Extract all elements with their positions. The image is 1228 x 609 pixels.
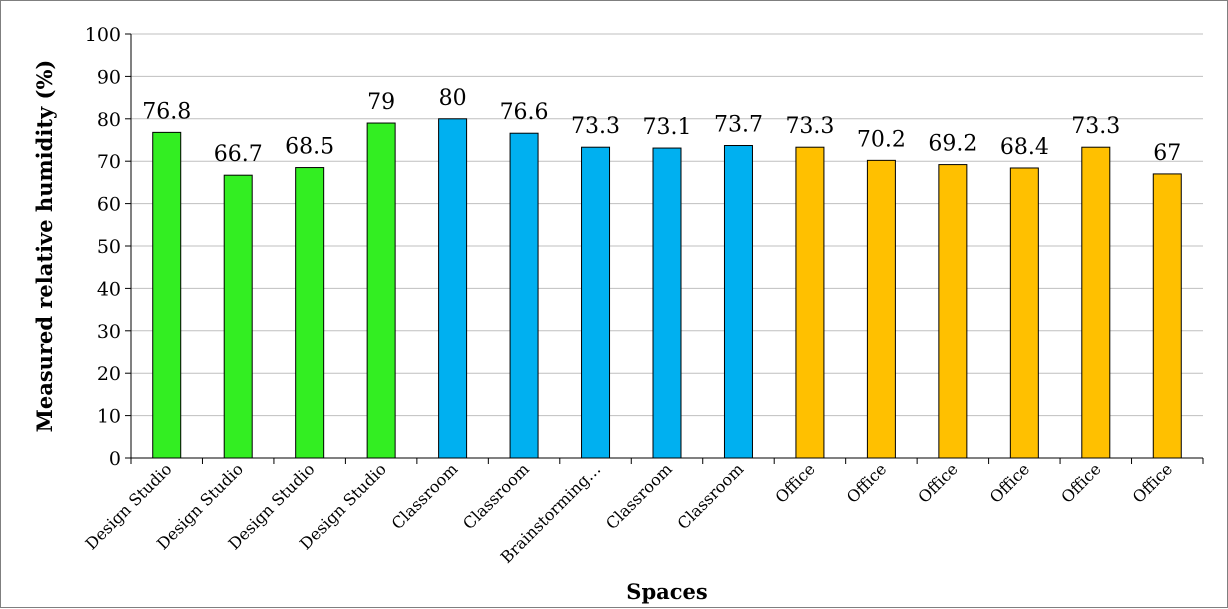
data-label: 73.7 [714, 113, 763, 138]
y-tick-label: 0 [109, 448, 121, 470]
data-label: 80 [439, 86, 467, 111]
bar [152, 131, 182, 459]
axes [125, 33, 1204, 464]
x-tick-label: Classroom [459, 459, 533, 533]
data-labels: 76.8 66.7 68.5 79 80 76.6 73.3 73.1 73.7 73.3 70.2… [142, 86, 1181, 167]
bar [866, 159, 896, 459]
data-label: 70.2 [857, 127, 906, 152]
x-tick-label: Office [771, 459, 818, 506]
data-label: 69.2 [928, 132, 977, 157]
bar [295, 167, 325, 459]
x-tick-label: Office [843, 459, 890, 506]
data-label: 79 [367, 90, 395, 115]
bar [223, 174, 253, 459]
x-tick-label: Office [1129, 459, 1176, 506]
bars [152, 118, 1182, 459]
y-tick-label: 60 [97, 194, 121, 216]
data-label: 76.6 [500, 100, 549, 125]
bar [723, 145, 753, 459]
y-tick-label: 20 [97, 363, 121, 385]
bar [1009, 167, 1039, 459]
data-label: 73.1 [643, 115, 692, 140]
data-label: 76.8 [142, 99, 191, 124]
y-tick-label: 30 [97, 321, 121, 343]
bar [1152, 173, 1182, 459]
data-label: 73.3 [785, 114, 834, 139]
data-label: 67 [1153, 141, 1181, 166]
y-tick-label: 10 [97, 406, 121, 428]
y-tick-labels: 0 10 20 30 40 50 60 70 80 90 100 [85, 24, 121, 470]
y-tick-label: 50 [97, 236, 121, 258]
y-tick-label: 90 [97, 66, 121, 88]
bar [366, 122, 396, 459]
bar [509, 132, 539, 459]
x-axis-title: Spaces [626, 579, 707, 604]
x-tick-label: Office [914, 459, 961, 506]
bar [1081, 146, 1111, 459]
bar [581, 146, 611, 459]
bar [652, 147, 682, 459]
x-tick-label: Classroom [673, 459, 747, 533]
data-label: 68.4 [1000, 135, 1049, 160]
y-tick-label: 70 [97, 151, 121, 173]
y-tick-label: 100 [85, 24, 121, 46]
data-label: 68.5 [285, 135, 334, 160]
bar [938, 164, 968, 459]
y-tick-label: 40 [97, 278, 121, 300]
x-tick-label: Classroom [602, 459, 676, 533]
x-tick-label: Office [1057, 459, 1104, 506]
y-tick-label: 80 [97, 109, 121, 131]
bar [438, 118, 468, 459]
data-label: 73.3 [1071, 114, 1120, 139]
x-tick-label: Office [986, 459, 1033, 506]
y-axis-title: Measured relative humidity (%) [32, 60, 57, 433]
bar [795, 146, 825, 459]
x-tick-label: Classroom [388, 459, 462, 533]
data-label: 66.7 [214, 142, 263, 167]
data-label: 73.3 [571, 114, 620, 139]
